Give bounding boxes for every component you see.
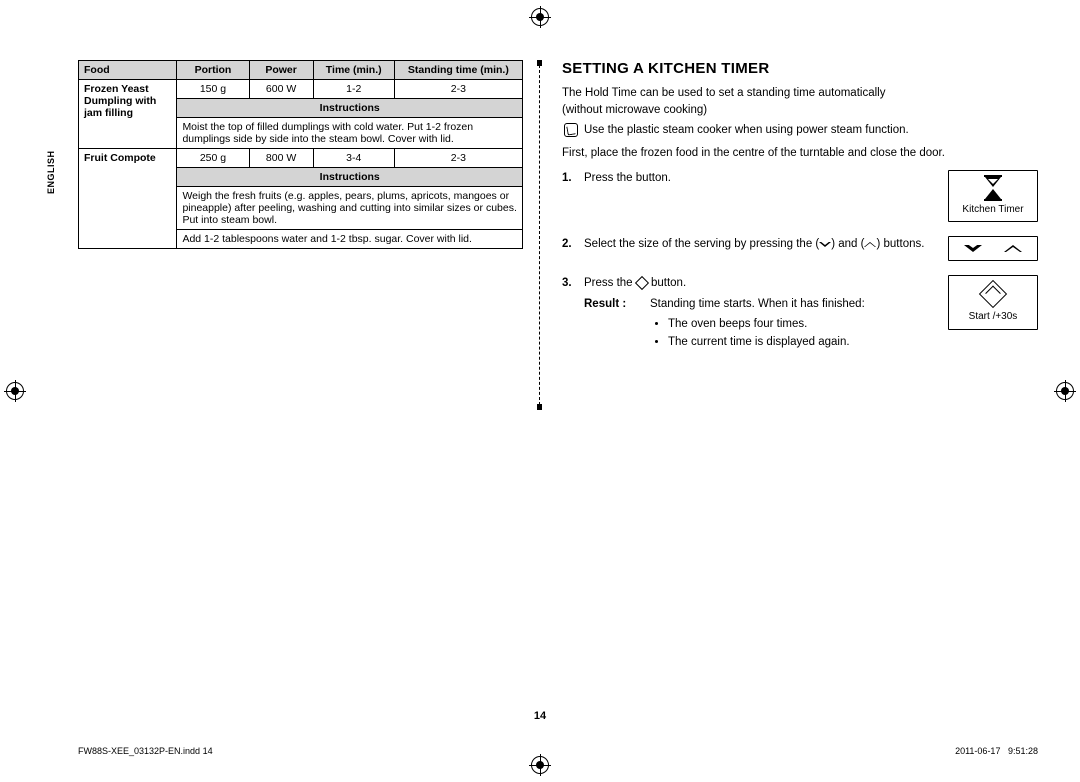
footer: FW88S-XEE_03132P-EN.indd 14 2011-06-17 9… <box>78 746 1038 756</box>
instr-head: Instructions <box>177 168 523 187</box>
footer-datetime: 2011-06-17 9:51:28 <box>955 746 1038 756</box>
left-column: Food Portion Power Time (min.) Standing … <box>78 60 523 722</box>
down-icon <box>819 242 831 247</box>
result-text: Standing time starts. When it has finish… <box>650 296 865 313</box>
footer-filename: FW88S-XEE_03132P-EN.indd 14 <box>78 746 213 756</box>
result-row: Result : Standing time starts. When it h… <box>584 296 942 353</box>
cell: 800 W <box>249 149 313 168</box>
cell: 2-3 <box>394 149 522 168</box>
bullet: The oven beeps four times. <box>668 316 865 333</box>
th-time: Time (min.) <box>313 61 394 80</box>
page-content: Food Portion Power Time (min.) Standing … <box>78 60 1038 722</box>
right-column: SETTING A KITCHEN TIMER The Hold Time ca… <box>547 60 1038 722</box>
language-tab: ENGLISH <box>46 150 56 194</box>
down-icon <box>964 245 982 252</box>
th-stand: Standing time (min.) <box>394 61 522 80</box>
start-icon <box>635 276 649 290</box>
start-button: Start /+30s <box>948 275 1038 330</box>
crop-mark-right <box>1056 382 1074 400</box>
step-text: Press the button. <box>584 275 942 292</box>
step-num: 3. <box>562 275 578 292</box>
crop-mark-left <box>6 382 24 400</box>
result-bullets: The oven beeps four times. The current t… <box>650 316 865 351</box>
cell: 150 g <box>177 80 249 99</box>
steps-list: 1. Press the button. Kitchen Timer 2. Se… <box>562 170 1038 353</box>
step-text: Select the size of the serving by pressi… <box>584 236 942 253</box>
intro-p1: The Hold Time can be used to set a stand… <box>562 85 1038 102</box>
cell-food1: Frozen Yeast Dumpling with jam filling <box>79 80 177 149</box>
step-num: 2. <box>562 236 578 253</box>
table-row: Frozen Yeast Dumpling with jam filling 1… <box>79 80 523 99</box>
up-icon <box>1004 245 1022 252</box>
instr-head: Instructions <box>177 99 523 118</box>
th-portion: Portion <box>177 61 249 80</box>
intro-p2: (without microwave cooking) <box>562 102 1038 119</box>
step-num: 1. <box>562 170 578 187</box>
section-title: SETTING A KITCHEN TIMER <box>562 60 1038 77</box>
step-text: Press the button. <box>584 170 942 187</box>
cell-food2: Fruit Compote <box>79 149 177 249</box>
crop-mark-top <box>531 8 549 26</box>
up-icon <box>864 242 876 247</box>
crop-mark-bottom <box>531 756 549 774</box>
intro-p3: First, place the frozen food in the cent… <box>562 145 1038 162</box>
note-icon <box>564 123 578 137</box>
hourglass-icon <box>985 177 1001 199</box>
page-number: 14 <box>0 710 1080 722</box>
th-food: Food <box>79 61 177 80</box>
cell-instr2b: Add 1-2 tablespoons water and 1-2 tbsp. … <box>177 230 523 249</box>
cell: 250 g <box>177 149 249 168</box>
step-1: 1. Press the button. Kitchen Timer <box>562 170 1038 223</box>
start-icon <box>979 280 1007 308</box>
column-divider <box>539 60 540 410</box>
cell-instr1: Moist the top of filled dumplings with c… <box>177 118 523 149</box>
up-down-buttons <box>948 236 1038 261</box>
cell: 2-3 <box>394 80 522 99</box>
kitchen-timer-button: Kitchen Timer <box>948 170 1038 223</box>
cell: 1-2 <box>313 80 394 99</box>
table-row: Fruit Compote 250 g 800 W 3-4 2-3 <box>79 149 523 168</box>
step-3: 3. Press the button. Result : Standing t… <box>562 275 1038 353</box>
food-table: Food Portion Power Time (min.) Standing … <box>78 60 523 249</box>
button-label: Start /+30s <box>951 310 1035 325</box>
step-2: 2. Select the size of the serving by pre… <box>562 236 1038 261</box>
button-label: Kitchen Timer <box>951 203 1035 218</box>
cell: 600 W <box>249 80 313 99</box>
bullet: The current time is displayed again. <box>668 334 865 351</box>
tip-row: Use the plastic steam cooker when using … <box>564 122 1038 139</box>
cell-instr2a: Weigh the fresh fruits (e.g. apples, pea… <box>177 187 523 230</box>
th-power: Power <box>249 61 313 80</box>
tip-text: Use the plastic steam cooker when using … <box>584 122 909 139</box>
cell: 3-4 <box>313 149 394 168</box>
result-label: Result : <box>584 296 636 353</box>
